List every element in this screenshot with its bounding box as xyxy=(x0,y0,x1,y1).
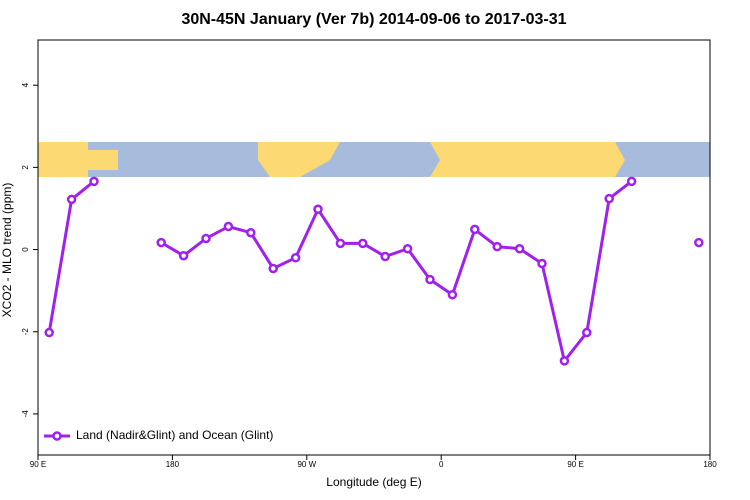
series-line xyxy=(49,181,699,361)
point xyxy=(582,327,592,338)
point xyxy=(156,237,166,248)
point xyxy=(246,227,256,238)
point xyxy=(44,327,54,338)
x-tick-label: 180 xyxy=(166,460,180,469)
point xyxy=(604,193,614,204)
land xyxy=(430,142,625,177)
x-tick-label: 90 E xyxy=(567,460,583,469)
point xyxy=(268,263,278,274)
y-tick-label: -2 xyxy=(21,328,30,336)
point xyxy=(559,356,570,366)
land xyxy=(258,142,340,177)
point xyxy=(290,253,301,263)
point xyxy=(66,194,77,205)
y-tick-label: 2 xyxy=(21,165,30,170)
point xyxy=(694,237,704,248)
point xyxy=(402,243,413,254)
legend-label: Land (Nadir&Glint) and Ocean (Glint) xyxy=(76,428,273,442)
point xyxy=(425,274,435,285)
x-tick-label: 0 xyxy=(439,460,444,469)
chart-title: 30N-45N January (Ver 7b) 2014-09-06 to 2… xyxy=(181,11,566,28)
point xyxy=(447,290,458,300)
point xyxy=(492,241,502,252)
point xyxy=(201,233,211,244)
x-tick-label: 180 xyxy=(703,460,717,469)
point xyxy=(223,221,234,232)
point xyxy=(313,204,323,215)
point xyxy=(470,224,480,235)
point xyxy=(335,238,346,249)
y-tick-label: -4 xyxy=(21,410,30,418)
point xyxy=(537,258,547,269)
y-tick-label: 0 xyxy=(21,247,30,252)
point xyxy=(358,238,368,249)
x-axis-title: Longitude (deg E) xyxy=(326,475,421,489)
legend-marker xyxy=(52,431,62,441)
y-tick-label: 4 xyxy=(21,82,30,87)
point xyxy=(626,176,637,187)
point xyxy=(514,243,525,254)
x-tick-label: 90 E xyxy=(30,460,46,469)
point xyxy=(380,251,390,262)
map-band xyxy=(38,142,710,177)
point xyxy=(89,176,99,187)
y-axis-title: XCO2 - MLO trend (ppm) xyxy=(0,183,14,318)
x-tick-label: 90 W xyxy=(297,460,316,469)
land xyxy=(38,142,88,177)
point xyxy=(178,250,189,261)
land xyxy=(88,150,118,170)
plot-frame xyxy=(37,39,711,456)
